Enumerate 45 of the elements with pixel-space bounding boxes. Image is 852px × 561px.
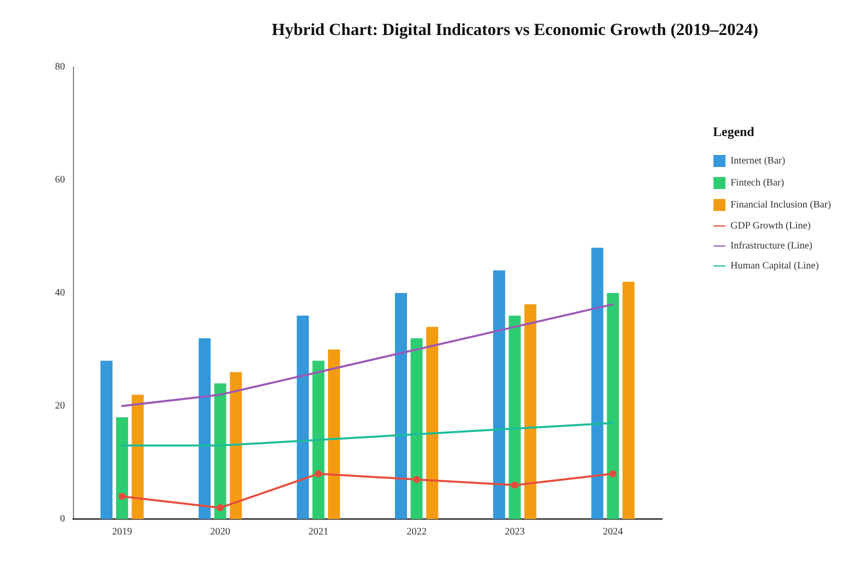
x-tick-label: 2020: [210, 526, 230, 538]
bar: [100, 360, 112, 519]
bar: [328, 350, 340, 519]
chart-title: Hybrid Chart: Digital Indicators vs Economic Growth (2019–2024): [272, 20, 758, 39]
x-tick-label: 2019: [112, 526, 132, 538]
bar: [493, 270, 506, 519]
bar: [524, 304, 536, 519]
bar: [312, 360, 324, 519]
legend-label: Infrastructure (Line): [730, 240, 812, 252]
bar: [394, 293, 407, 519]
x-tick-label: 2023: [504, 526, 525, 538]
legend-label: Financial Inclusion (Bar): [730, 200, 832, 210]
x-tick-label: 2021: [308, 526, 328, 538]
bar: [230, 372, 242, 519]
bar: [214, 383, 226, 519]
legend-label: Human Capital (Line): [730, 260, 819, 272]
legend-label: Internet (Bar): [730, 156, 786, 166]
y-tick-label: 0: [60, 514, 65, 524]
point: [609, 470, 616, 478]
bar: [591, 248, 604, 519]
bar: [198, 338, 211, 519]
bar: [426, 326, 438, 519]
point: [314, 470, 322, 478]
legend-title: Legend: [713, 124, 755, 139]
point: [511, 482, 518, 489]
bar: [410, 338, 423, 519]
y-tick-label: 80: [55, 62, 65, 72]
line-series: [121, 303, 614, 407]
x-tick-label: 2022: [406, 526, 427, 538]
bar: [116, 417, 128, 519]
y-tick-label: 60: [55, 174, 65, 186]
bar: [132, 394, 144, 519]
bar: [508, 316, 521, 519]
x-tick-label: 2024: [602, 526, 623, 538]
line-series: [121, 422, 614, 447]
bar: [606, 293, 619, 519]
bar: [296, 316, 309, 519]
y-tick-label: 20: [55, 400, 65, 412]
point: [216, 504, 224, 512]
bar: [622, 282, 635, 519]
y-tick-label: 40: [55, 288, 65, 298]
legend-label: Fintech (Bar): [730, 178, 784, 188]
point: [413, 476, 420, 483]
legend-label: GDP Growth (Line): [730, 220, 811, 232]
point: [118, 492, 126, 500]
